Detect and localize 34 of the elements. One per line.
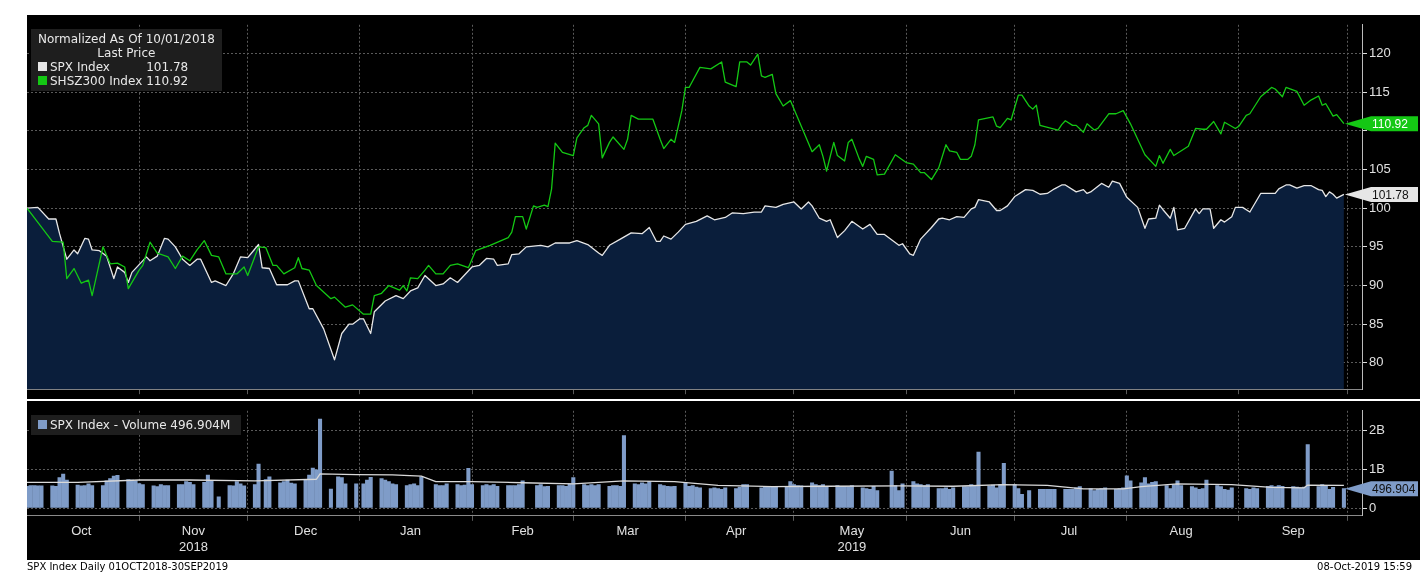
y-tick-label: 0	[1369, 499, 1377, 515]
legend-label: SPX Index	[49, 59, 110, 74]
x-tick-label: Apr	[725, 523, 747, 539]
y-tick-label: 95	[1369, 238, 1384, 254]
y-tick-label: 80	[1369, 354, 1384, 370]
legend-label: SPX Index - Volume 496.904M	[38, 417, 235, 432]
text: 110.92	[146, 73, 189, 88]
x-tick-label: May 2019	[837, 523, 867, 554]
x-tick-label: Dec	[294, 523, 318, 539]
x-tick-label: Oct	[71, 523, 92, 539]
y-tick-label: 115	[1369, 83, 1390, 99]
legend-title: Normalized As Of 10/01/2018 Last Price	[38, 31, 215, 60]
y-tick-label: 100	[1369, 199, 1391, 215]
y-tick-label: 105	[1369, 161, 1391, 177]
x-tick-label: Sep	[1281, 523, 1305, 539]
y-tick-label: 1B	[1369, 460, 1385, 476]
x-tick-label: Feb	[511, 523, 534, 539]
x-tick-label: Jan	[400, 523, 421, 539]
text: SPX Index Daily 01OCT2018-30SEP2019	[27, 561, 229, 572]
annotation: 110.92	[1372, 116, 1409, 131]
annotation: 496.904	[1372, 482, 1416, 497]
text: 08-Oct-2019 15:59	[1317, 561, 1412, 572]
x-tick-label: Jun	[949, 523, 971, 539]
y-tick-label: 120	[1369, 45, 1391, 60]
annotation: 101.78	[1372, 187, 1410, 202]
y-tick-label: 90	[1369, 277, 1384, 293]
legend-label: SHSZ300 Index	[49, 73, 144, 88]
x-tick-label: Mar	[616, 523, 640, 539]
y-tick-label: 85	[1369, 315, 1384, 331]
y-tick-label: 2B	[1369, 421, 1385, 437]
x-tick-label: Nov 2018	[178, 523, 208, 554]
x-tick-label: Aug	[1169, 523, 1193, 539]
x-tick-label: Jul	[1060, 523, 1078, 539]
text: 101.78	[146, 59, 189, 74]
